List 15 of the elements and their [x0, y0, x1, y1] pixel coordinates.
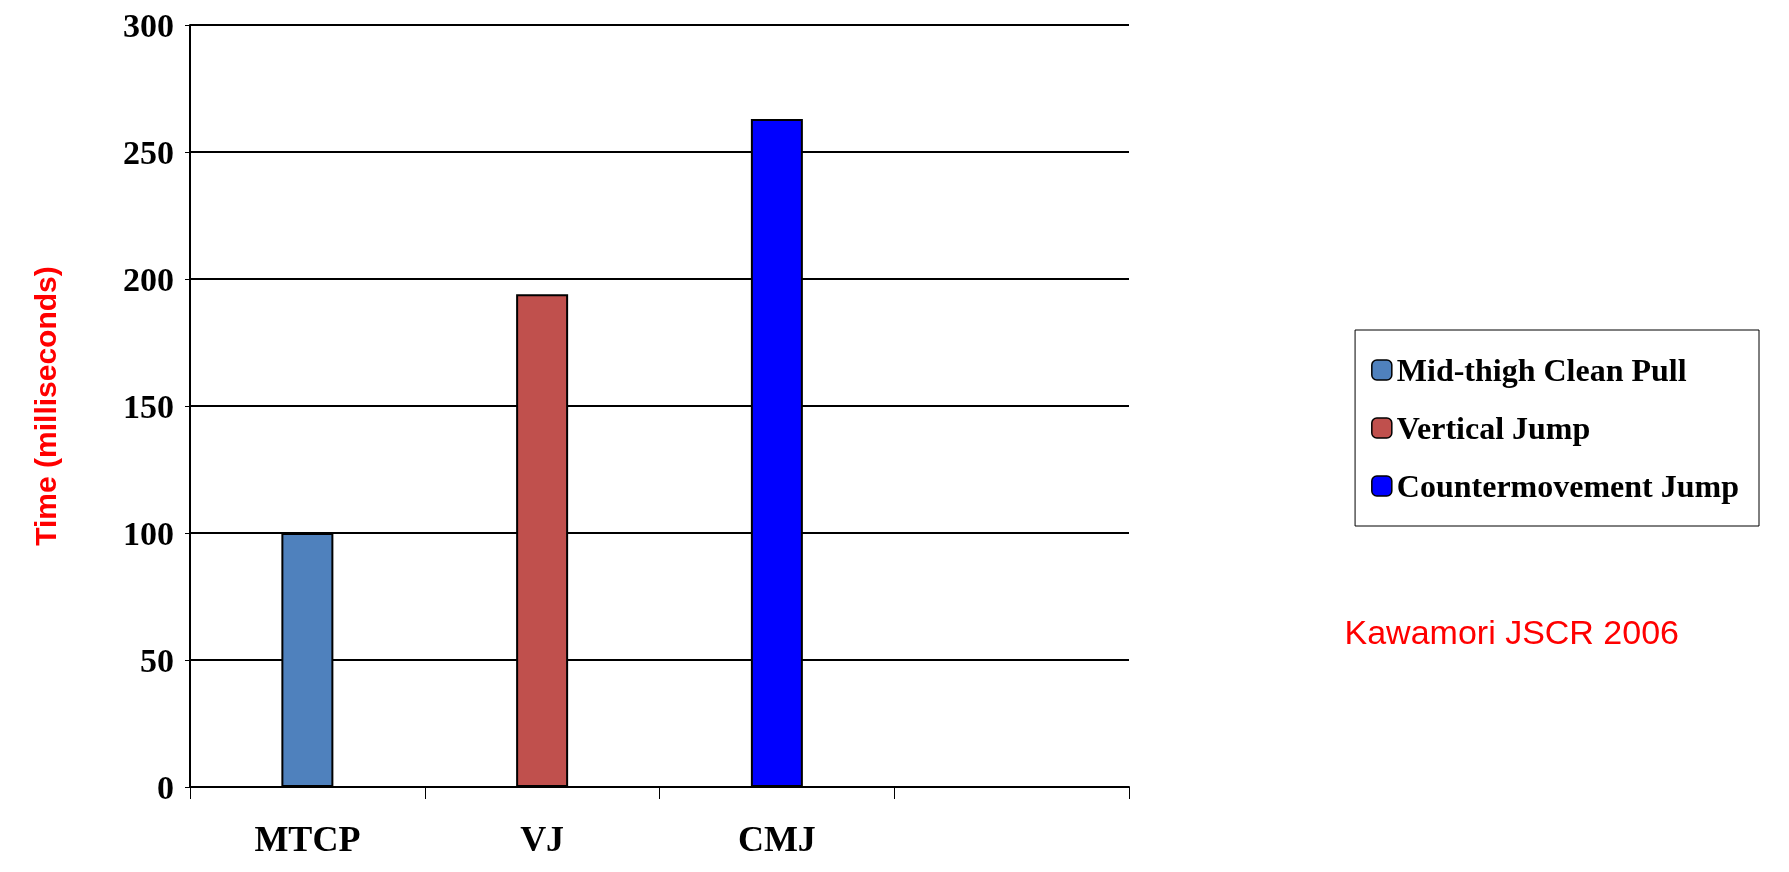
y-tick-label: 50 [140, 641, 174, 679]
x-tick-label: MTCP [254, 819, 361, 859]
legend-label: Mid-thigh Clean Pull [1396, 352, 1687, 388]
y-axis-title: Time (milliseconds) [28, 266, 62, 546]
y-tick-label: 250 [123, 133, 174, 171]
y-tick-label: 0 [157, 768, 174, 806]
x-tick-label: VJ [520, 819, 565, 859]
x-tick-label: CMJ [737, 819, 816, 859]
y-tick-label: 300 [123, 6, 174, 44]
y-tick-label: 150 [123, 387, 174, 425]
text: Kawamori JSCR 2006 [1344, 613, 1680, 651]
legend-label: Countermovement Jump [1396, 468, 1739, 504]
y-tick-label: 200 [123, 260, 174, 298]
legend-label: Vertical Jump [1396, 410, 1591, 446]
y-tick-label: 100 [123, 514, 174, 552]
